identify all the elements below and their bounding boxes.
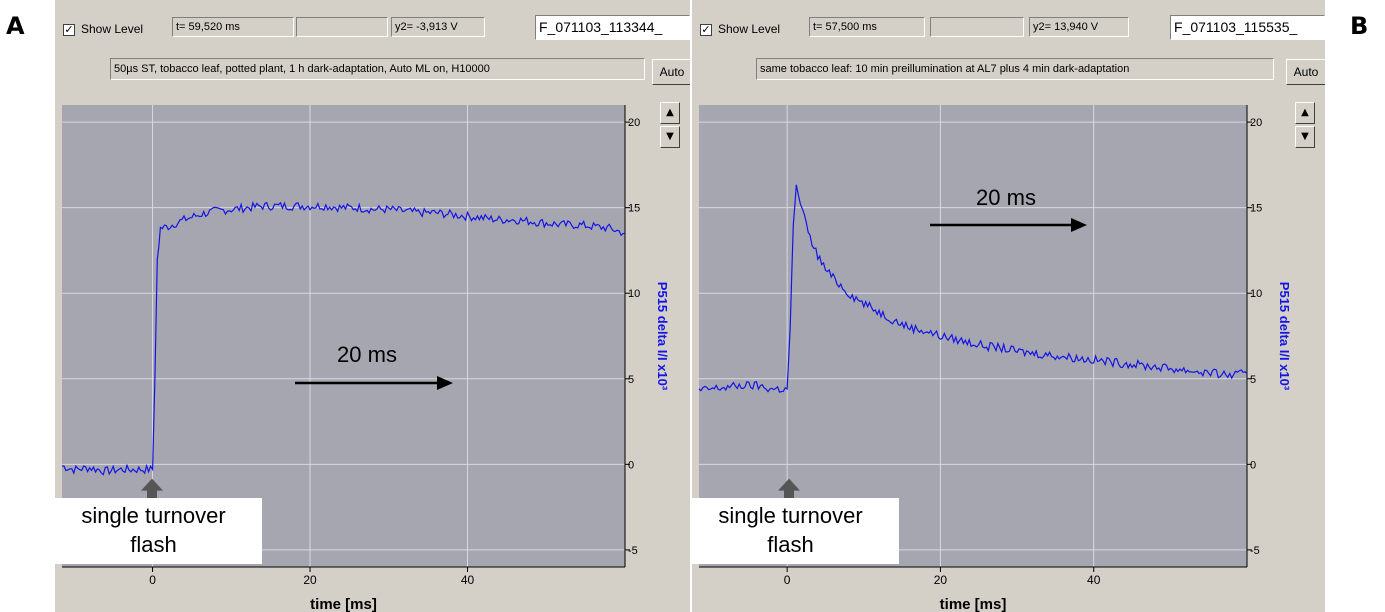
show-level-checkbox[interactable]: ✓ — [700, 23, 712, 36]
y2-readout: y2= -3,913 V — [391, 17, 485, 37]
annotation-box — [55, 498, 262, 564]
blank-readout — [296, 17, 388, 37]
series-line — [62, 200, 626, 476]
x-tick-label: 20 — [303, 573, 317, 587]
description-field[interactable]: same tobacco leaf: 10 min preilluminatio… — [756, 58, 1274, 80]
scroll-down-button[interactable]: ▼ — [660, 126, 680, 148]
y-tick-label: 10 — [1250, 288, 1262, 300]
plot-area — [699, 105, 1247, 567]
scale-arrow-head — [1071, 218, 1087, 232]
x-tick-label: 40 — [1087, 573, 1101, 587]
x-axis-label: time [ms] — [310, 596, 377, 612]
annotation-line-1: single turnover — [718, 503, 862, 528]
y-axis-label: P515 delta I/I x10³ — [1277, 282, 1292, 391]
blank-readout — [930, 17, 1024, 37]
time-readout: t= 59,520 ms — [172, 17, 294, 37]
scale-label: 20 ms — [976, 185, 1036, 210]
series-line — [698, 184, 1248, 393]
x-tick-label: 40 — [461, 573, 475, 587]
y-tick-label: 0 — [628, 459, 634, 471]
scroll-up-button[interactable]: ▲ — [660, 102, 680, 124]
show-level-label: Show Level — [81, 22, 144, 36]
flash-arrow — [778, 478, 800, 498]
y-tick-label: 20 — [1250, 117, 1262, 129]
x-tick-label: 0 — [784, 573, 791, 587]
time-readout: t= 57,500 ms — [809, 17, 925, 37]
auto-button[interactable]: Auto — [1286, 59, 1325, 85]
scale-label: 20 ms — [337, 342, 397, 367]
filename-field[interactable]: F_071103_113344_ — [535, 15, 690, 40]
y-tick-label: 15 — [628, 203, 640, 215]
panel-letter-a: A — [6, 12, 25, 40]
chart-panel-a: ✓ Show Level t= 59,520 ms y2= -3,913 V F… — [55, 0, 690, 612]
x-tick-label: 20 — [934, 573, 948, 587]
show-level-label: Show Level — [718, 22, 781, 36]
plot-area — [62, 105, 625, 567]
scroll-down-button[interactable]: ▼ — [1295, 126, 1315, 148]
y2-readout: y2= 13,940 V — [1029, 17, 1129, 37]
y-tick-label: 5 — [1250, 374, 1256, 386]
description-field[interactable]: 50µs ST, tobacco leaf, potted plant, 1 h… — [110, 58, 645, 80]
y-tick-label: 10 — [628, 288, 640, 300]
panel-letter-b: B — [1350, 12, 1369, 40]
y-tick-label: -5 — [628, 545, 638, 557]
annotation-box — [692, 498, 899, 564]
y-tick-label: -5 — [1250, 545, 1260, 557]
y-tick-label: 0 — [1250, 459, 1256, 471]
y-tick-label: 15 — [1250, 203, 1262, 215]
y-tick-label: 20 — [628, 117, 640, 129]
annotation-line-2: flash — [130, 532, 176, 557]
y-tick-label: 5 — [628, 374, 634, 386]
chart-b: -5 0 5 10 15 20 0 20 40 time [ms] P515 delta I/I x… — [692, 105, 1292, 612]
scroll-up-button[interactable]: ▲ — [1295, 102, 1315, 124]
scale-arrow-head — [437, 376, 453, 390]
chart-panel-b: ✓ Show Level t= 57,500 ms y2= 13,940 V F… — [692, 0, 1325, 612]
annotation-line-2: flash — [767, 532, 813, 557]
flash-arrow — [141, 478, 163, 498]
chart-a: -5 0 5 10 15 20 0 20 40 time [ms] P515 delta I/I x… — [55, 105, 670, 612]
filename-field[interactable]: F_071103_115535_ — [1170, 15, 1325, 40]
annotation-line-1: single turnover — [81, 503, 225, 528]
x-axis-label: time [ms] — [940, 596, 1007, 612]
x-tick-label: 0 — [149, 573, 156, 587]
y-axis-label: P515 delta I/I x10³ — [655, 282, 670, 391]
auto-button[interactable]: Auto — [652, 59, 690, 85]
show-level-checkbox[interactable]: ✓ — [63, 23, 75, 36]
